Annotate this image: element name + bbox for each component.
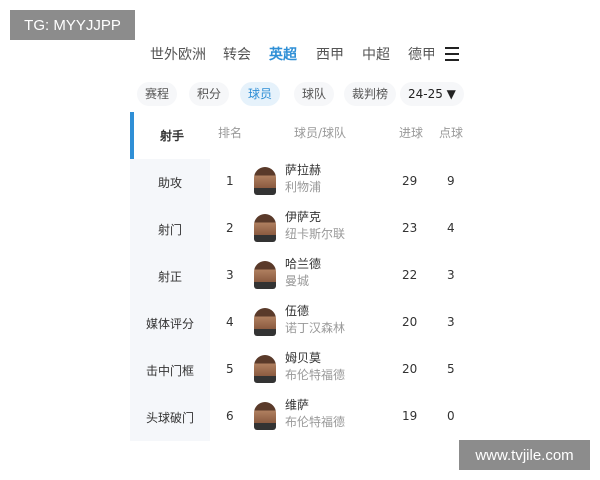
sidebar-item[interactable]: 射正 — [130, 253, 210, 300]
penalties: 3 — [447, 315, 455, 329]
nav-item[interactable]: 德甲 — [408, 47, 434, 63]
sidebar-item[interactable]: 媒体评分 — [130, 300, 210, 347]
nav-item-active[interactable]: 英超 — [269, 47, 297, 63]
table-row[interactable]: 3 哈兰德 曼城 22 3 — [210, 253, 470, 300]
goals: 22 — [402, 268, 418, 282]
player-name: 伍德 — [285, 304, 310, 318]
nav-item[interactable]: 世外欧洲 — [150, 47, 206, 63]
penalties: 3 — [447, 268, 455, 282]
table-row[interactable]: 1 萨拉赫 利物浦 29 9 — [210, 159, 470, 206]
team-name: 利物浦 — [285, 180, 322, 194]
player-avatar — [254, 355, 276, 383]
player-name: 萨拉赫 — [285, 163, 322, 177]
table-row[interactable]: 6 维萨 布伦特福德 19 0 — [210, 394, 470, 441]
sidebar-item[interactable]: 射门 — [130, 206, 210, 253]
player-name: 伊萨克 — [285, 210, 322, 224]
penalties: 5 — [447, 362, 455, 376]
player-name: 哈兰德 — [285, 257, 322, 271]
team-name: 布伦特福德 — [285, 368, 346, 382]
rank: 6 — [226, 409, 234, 423]
penalties: 4 — [447, 221, 455, 235]
subtab[interactable]: 赛程 — [137, 82, 178, 106]
rank: 2 — [226, 221, 234, 235]
watermark-top: TG: MYYJJPP — [10, 10, 135, 40]
team-name: 曼城 — [285, 274, 310, 288]
table-row[interactable]: 4 伍德 诺丁汉森林 20 3 — [210, 300, 470, 347]
goals: 19 — [402, 409, 418, 423]
header-rank: 排名 — [218, 126, 243, 140]
player-avatar — [254, 308, 276, 336]
header-goals: 进球 — [399, 126, 424, 140]
player-avatar — [254, 402, 276, 430]
player-avatar — [254, 167, 276, 195]
subtab-active[interactable]: 球员 — [240, 82, 281, 106]
stat-sidebar: 射手 助攻 射门 射正 媒体评分 击中门框 头球破门 — [130, 112, 210, 441]
header-pens: 点球 — [439, 126, 464, 140]
season-select[interactable]: 24-25 ▼ — [400, 82, 464, 106]
player-avatar — [254, 214, 276, 242]
penalties: 0 — [447, 409, 455, 423]
player-avatar — [254, 261, 276, 289]
hamburger-icon[interactable] — [445, 47, 459, 61]
subtab[interactable]: 球队 — [294, 82, 335, 106]
sidebar-item[interactable]: 击中门框 — [130, 347, 210, 394]
rank: 3 — [226, 268, 234, 282]
player-name: 姆贝莫 — [285, 351, 322, 365]
goals: 20 — [402, 315, 418, 329]
nav-item[interactable]: 转会 — [223, 47, 251, 63]
watermark-bottom: www.tvjile.com — [459, 440, 590, 470]
subtab[interactable]: 积分 — [189, 82, 230, 106]
penalties: 9 — [447, 174, 455, 188]
goals: 20 — [402, 362, 418, 376]
team-name: 布伦特福德 — [285, 415, 346, 429]
rank: 5 — [226, 362, 234, 376]
nav-item[interactable]: 西甲 — [316, 47, 344, 63]
subtab[interactable]: 裁判榜 — [344, 82, 397, 106]
table-row[interactable]: 5 姆贝莫 布伦特福德 20 5 — [210, 347, 470, 394]
goals: 23 — [402, 221, 418, 235]
sidebar-item[interactable]: 射手 — [130, 112, 210, 159]
goals: 29 — [402, 174, 418, 188]
player-name: 维萨 — [285, 398, 310, 412]
header-player: 球员/球队 — [294, 126, 347, 140]
rank: 4 — [226, 315, 234, 329]
sidebar-item[interactable]: 头球破门 — [130, 394, 210, 441]
table-row[interactable]: 2 伊萨克 纽卡斯尔联 23 4 — [210, 206, 470, 253]
rank: 1 — [226, 174, 234, 188]
nav-item[interactable]: 中超 — [362, 47, 390, 63]
team-name: 纽卡斯尔联 — [285, 227, 346, 241]
team-name: 诺丁汉森林 — [285, 321, 346, 335]
sidebar-item[interactable]: 助攻 — [130, 159, 210, 206]
